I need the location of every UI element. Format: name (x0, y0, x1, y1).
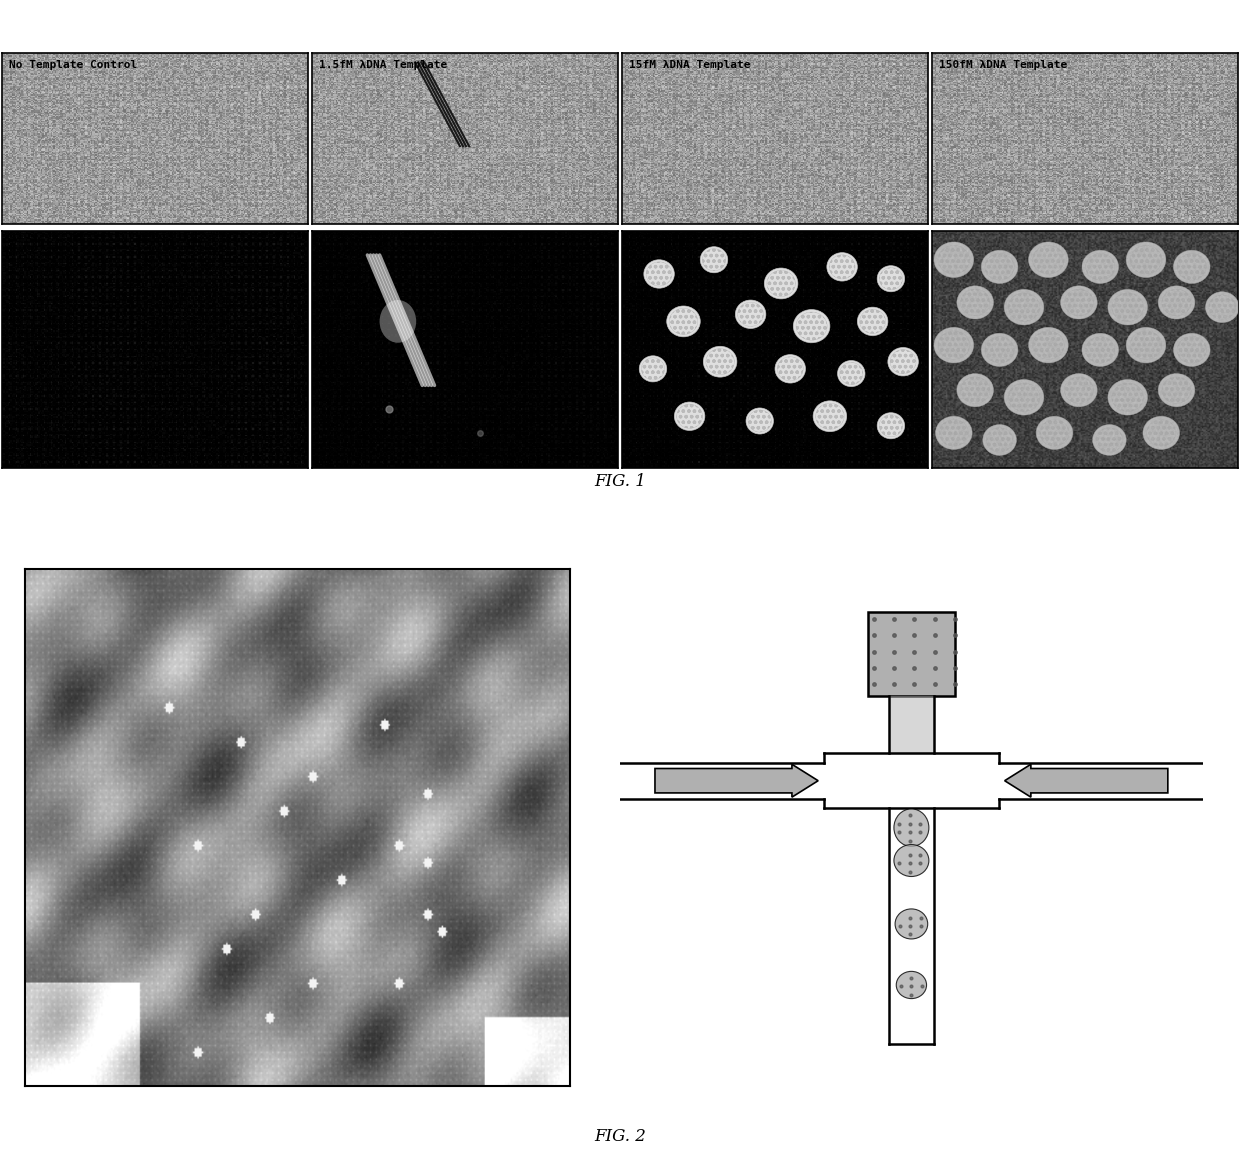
Ellipse shape (857, 308, 888, 336)
Ellipse shape (1004, 379, 1044, 416)
Ellipse shape (935, 417, 972, 450)
Ellipse shape (1158, 285, 1195, 319)
Ellipse shape (894, 844, 929, 877)
Ellipse shape (1028, 242, 1068, 277)
Text: FIG. 1: FIG. 1 (594, 473, 646, 490)
Ellipse shape (794, 310, 830, 343)
Ellipse shape (701, 247, 728, 272)
Ellipse shape (894, 809, 929, 846)
Text: 1.5fM λDNA Template: 1.5fM λDNA Template (319, 60, 446, 69)
Ellipse shape (735, 301, 766, 329)
Ellipse shape (379, 301, 417, 343)
Text: No Template Control: No Template Control (9, 60, 136, 69)
Ellipse shape (1083, 333, 1118, 366)
FancyBboxPatch shape (868, 612, 955, 696)
Ellipse shape (1083, 250, 1118, 283)
Ellipse shape (1158, 373, 1195, 406)
Ellipse shape (897, 971, 926, 999)
Ellipse shape (957, 373, 993, 406)
Ellipse shape (1060, 285, 1097, 319)
Ellipse shape (1173, 250, 1210, 283)
Ellipse shape (703, 346, 737, 377)
Ellipse shape (877, 265, 905, 292)
Ellipse shape (1143, 417, 1179, 450)
Ellipse shape (934, 328, 973, 363)
Text: 15fM λDNA Template: 15fM λDNA Template (629, 60, 750, 69)
Ellipse shape (675, 402, 704, 431)
Ellipse shape (1126, 242, 1166, 277)
Ellipse shape (746, 407, 774, 434)
Ellipse shape (827, 252, 857, 281)
Ellipse shape (934, 242, 973, 277)
Ellipse shape (837, 360, 866, 386)
Ellipse shape (888, 348, 919, 376)
Ellipse shape (981, 333, 1018, 366)
Ellipse shape (1173, 333, 1210, 366)
Ellipse shape (1205, 292, 1239, 323)
Ellipse shape (1126, 328, 1166, 363)
FancyBboxPatch shape (889, 696, 934, 754)
Text: 150fM λDNA Template: 150fM λDNA Template (939, 60, 1066, 69)
FancyArrow shape (1004, 764, 1168, 797)
Ellipse shape (981, 250, 1018, 283)
Ellipse shape (957, 285, 993, 319)
Ellipse shape (877, 413, 905, 439)
Ellipse shape (1028, 328, 1068, 363)
Ellipse shape (1107, 289, 1147, 325)
Ellipse shape (775, 355, 806, 383)
Ellipse shape (764, 268, 797, 299)
Ellipse shape (983, 425, 1017, 456)
Ellipse shape (1060, 373, 1097, 406)
Ellipse shape (895, 909, 928, 939)
Text: FIG. 2: FIG. 2 (594, 1128, 646, 1145)
Ellipse shape (640, 356, 667, 382)
Ellipse shape (1107, 379, 1147, 416)
Ellipse shape (1037, 417, 1073, 450)
Ellipse shape (813, 400, 847, 432)
Ellipse shape (644, 259, 675, 288)
Ellipse shape (1092, 425, 1126, 456)
Ellipse shape (667, 306, 701, 337)
FancyArrow shape (655, 764, 818, 797)
Ellipse shape (1004, 289, 1044, 325)
